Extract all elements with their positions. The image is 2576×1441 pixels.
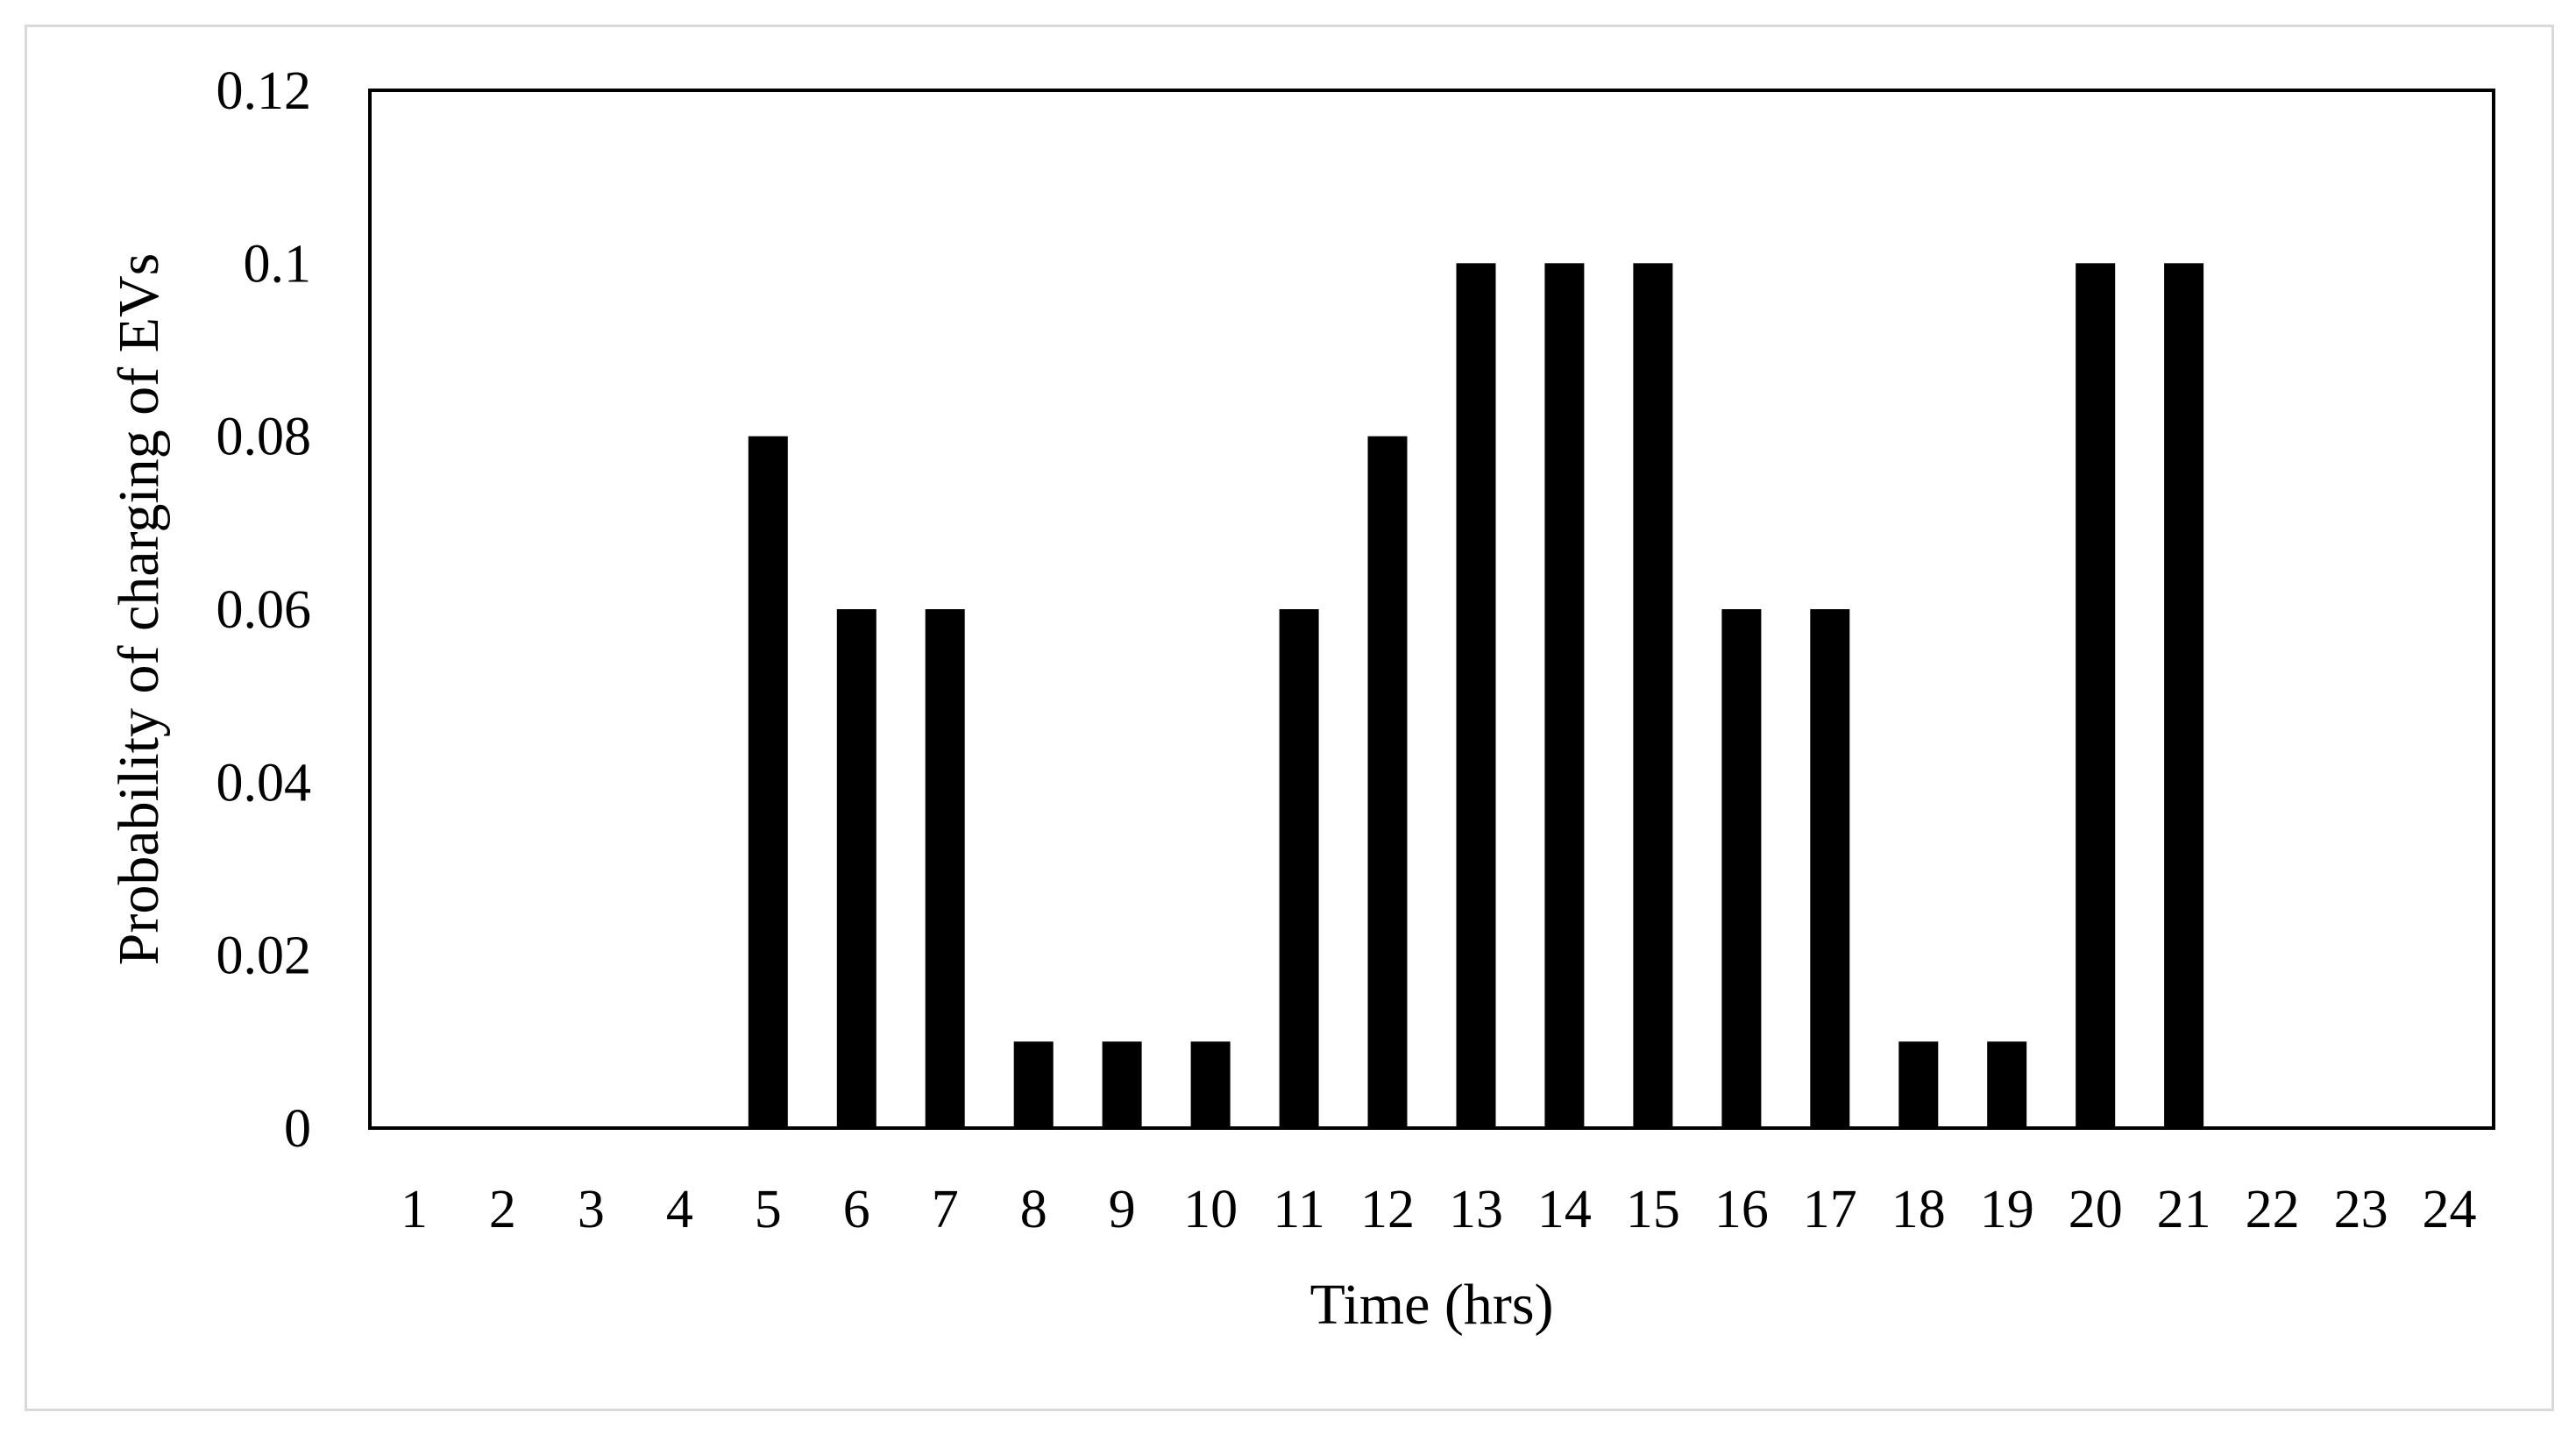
x-tick-label: 9 <box>1109 1180 1136 1239</box>
x-tick-label: 7 <box>932 1180 959 1239</box>
bar-9 <box>1102 1041 1142 1128</box>
y-tick-label: 0.12 <box>216 61 312 121</box>
y-tick-label: 0.1 <box>244 234 312 294</box>
bar-6 <box>836 609 876 1128</box>
x-tick-label: 23 <box>2334 1180 2388 1239</box>
bar-8 <box>1013 1041 1054 1128</box>
bar-7 <box>925 609 965 1128</box>
x-tick-label: 8 <box>1020 1180 1047 1239</box>
x-tick-label: 20 <box>2069 1180 2123 1239</box>
y-tick-label: 0.06 <box>216 580 312 640</box>
x-tick-label: 5 <box>755 1180 782 1239</box>
bar-19 <box>1987 1041 2027 1128</box>
x-tick-label: 2 <box>489 1180 516 1239</box>
y-tick-label: 0.04 <box>216 753 312 813</box>
x-tick-label: 13 <box>1449 1180 1503 1239</box>
bar-12 <box>1367 436 1408 1128</box>
y-tick-label: 0.08 <box>216 408 312 467</box>
bar-10 <box>1190 1041 1231 1128</box>
x-tick-label: 22 <box>2246 1180 2300 1239</box>
bar-5 <box>748 436 788 1128</box>
bar-17 <box>1810 609 1850 1128</box>
x-tick-label: 6 <box>843 1180 870 1239</box>
x-tick-label: 19 <box>1980 1180 2034 1239</box>
plot-area <box>368 89 2495 1130</box>
bars-group <box>748 263 2204 1128</box>
y-tick-label: 0 <box>284 1099 311 1159</box>
x-tick-labels: 1 2 3 4 5 6 7 8 9 10 11 12 13 14 15 16 17 18 19 20 21 22 23 24 <box>401 1180 2477 1239</box>
bar-16 <box>1721 609 1762 1128</box>
x-tick-label: 24 <box>2423 1180 2477 1239</box>
x-tick-label: 11 <box>1273 1180 1325 1239</box>
bar-11 <box>1279 609 1319 1128</box>
bar-18 <box>1898 1041 1939 1128</box>
bar-21 <box>2164 263 2204 1128</box>
bar-15 <box>1633 263 1673 1128</box>
x-tick-label: 21 <box>2157 1180 2211 1239</box>
x-tick-label: 1 <box>401 1180 428 1239</box>
x-tick-label: 10 <box>1183 1180 1238 1239</box>
x-tick-label: 3 <box>578 1180 605 1239</box>
x-tick-label: 16 <box>1714 1180 1769 1239</box>
y-tick-label: 0.02 <box>216 926 312 986</box>
x-axis-label: Time (hrs) <box>1309 1273 1553 1337</box>
y-axis-label: Probability of charging of EVs <box>107 253 171 966</box>
x-tick-label: 18 <box>1891 1180 1946 1239</box>
x-tick-label: 17 <box>1803 1180 1857 1239</box>
y-tick-labels: 0 0.02 0.04 0.06 0.08 0.1 0.12 <box>216 61 312 1159</box>
bar-13 <box>1456 263 1496 1128</box>
x-tick-label: 4 <box>666 1180 693 1239</box>
x-tick-label: 15 <box>1626 1180 1680 1239</box>
x-tick-label: 12 <box>1360 1180 1415 1239</box>
x-tick-label: 14 <box>1537 1180 1592 1239</box>
bar-14 <box>1544 263 1585 1128</box>
bar-20 <box>2076 263 2116 1128</box>
